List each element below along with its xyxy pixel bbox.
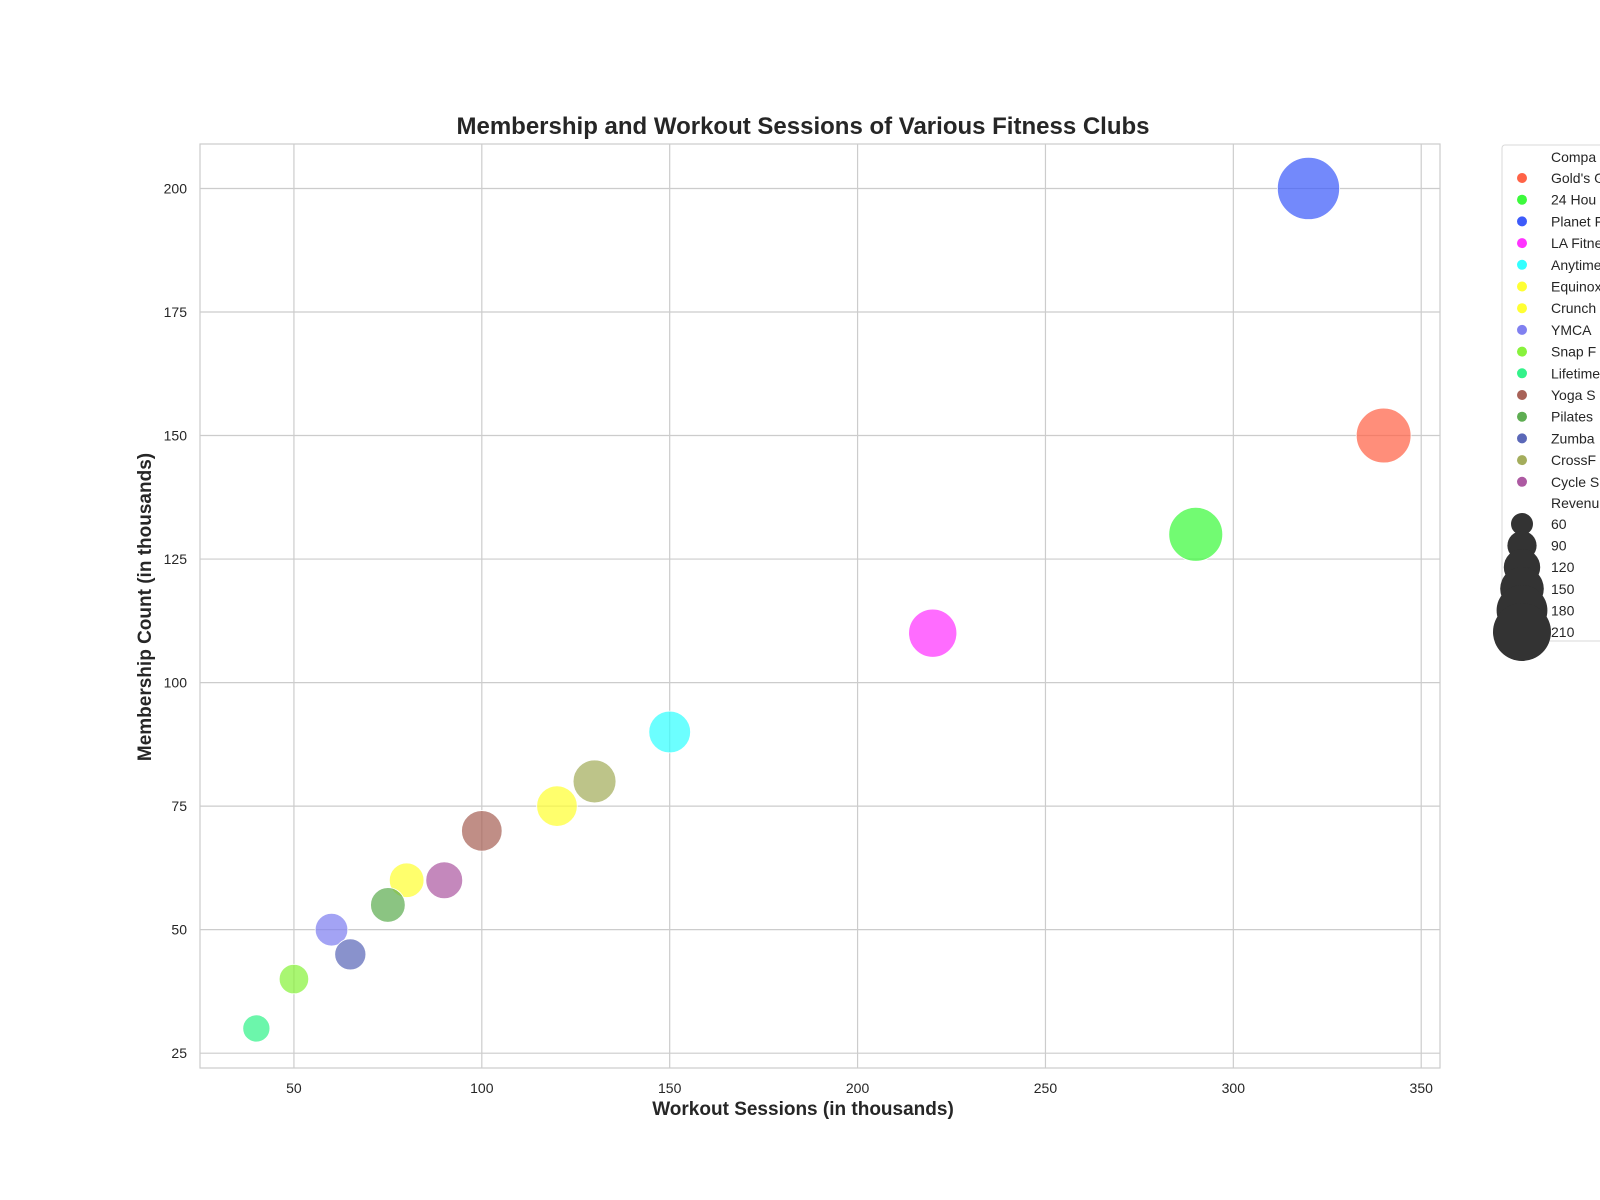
legend-size-marker: [1493, 603, 1551, 661]
bubble-point: [1168, 507, 1224, 562]
legend-label: Equinox: [1551, 279, 1600, 295]
bubble-point: [388, 862, 425, 898]
grid-lines: [200, 144, 1440, 1068]
legend-label: Zumba: [1551, 430, 1595, 446]
y-tick-label: 75: [171, 798, 187, 814]
bubble-point: [648, 710, 691, 754]
legend-label: Planet F: [1551, 213, 1600, 229]
y-tick-label: 200: [164, 180, 188, 196]
x-tick-label: 250: [1034, 1080, 1058, 1096]
legend-marker: [1517, 238, 1527, 249]
chart-title: Membership and Workout Sessions of Vario…: [456, 113, 1149, 140]
legend-label: Pilates: [1551, 409, 1593, 425]
bubble-point: [425, 861, 464, 900]
legend-label: LA Fitne: [1551, 235, 1600, 251]
bubble-point: [908, 608, 958, 658]
bubble-point: [536, 785, 578, 827]
legend-marker: [1517, 411, 1527, 422]
bubble-point: [1355, 407, 1412, 464]
legend-label: Snap F: [1551, 344, 1596, 360]
legend-label: Crunch: [1551, 300, 1596, 316]
legend-label: Cycle S: [1551, 474, 1599, 490]
legend-marker: [1517, 281, 1527, 292]
legend-label: Anytime: [1551, 257, 1600, 273]
x-tick-label: 150: [658, 1080, 682, 1096]
legend-marker: [1517, 259, 1527, 270]
bubble-point: [242, 1014, 271, 1043]
legend-size-title: Revenu: [1551, 495, 1599, 511]
bubble-point: [1276, 156, 1340, 220]
x-tick-label: 50: [286, 1080, 302, 1096]
legend-size-marker: [1511, 513, 1533, 535]
legend-size-label: 60: [1551, 516, 1567, 532]
legend-label: Yoga S: [1551, 387, 1596, 403]
x-tick-label: 100: [470, 1080, 494, 1096]
y-tick-label: 50: [171, 922, 187, 938]
y-tick-label: 100: [164, 675, 188, 691]
bubble-point: [461, 810, 503, 852]
y-tick-label: 125: [164, 551, 188, 567]
bubble-point: [334, 938, 367, 971]
legend-marker: [1517, 368, 1527, 379]
legend-marker: [1517, 216, 1527, 227]
legend-size-label: 210: [1551, 624, 1575, 640]
y-tick-labels: 25 50 75 100 125 150 175 200: [164, 180, 188, 1061]
legend-marker: [1517, 390, 1527, 400]
legend-label: Lifetime: [1551, 365, 1600, 381]
plot-frame: [199, 143, 1441, 1069]
legend-marker: [1517, 476, 1527, 487]
x-tick-label: 350: [1410, 1080, 1434, 1096]
bubble-series: [242, 156, 1412, 1043]
legend-hue-title: Compa: [1551, 149, 1596, 165]
legend-size-label: 180: [1551, 602, 1575, 618]
legend-label: Gold's G: [1551, 170, 1600, 186]
bubble-point: [370, 887, 406, 923]
legend-label: YMCA: [1551, 322, 1592, 338]
y-axis-label: Membership Count (in thousands): [135, 453, 156, 761]
legend-label: 24 Hou: [1551, 192, 1596, 208]
legend-marker: [1517, 303, 1527, 314]
x-tick-labels: 50 100 150 200 250 300 350: [286, 1080, 1433, 1096]
legend-marker: [1517, 173, 1527, 183]
y-tick-label: 175: [164, 304, 188, 320]
legend-marker: [1517, 194, 1527, 205]
y-tick-label: 150: [164, 428, 188, 444]
bubble-point: [314, 912, 349, 947]
legend-size-label: 150: [1551, 581, 1575, 597]
legend-marker: [1517, 324, 1527, 335]
x-tick-label: 300: [1222, 1080, 1246, 1096]
bubble-point: [278, 963, 310, 995]
legend-size-label: 120: [1551, 559, 1575, 575]
bubble-point: [572, 759, 617, 804]
legend-label: CrossF: [1551, 452, 1596, 468]
x-axis-label: Workout Sessions (in thousands): [652, 1099, 954, 1120]
legend-marker: [1517, 346, 1527, 357]
y-tick-label: 25: [171, 1045, 187, 1061]
legend: Compa Gold's G 24 Hou Planet F LA Fitne Anyt…: [1493, 144, 1600, 661]
legend-marker: [1517, 455, 1527, 466]
legend-size-label: 90: [1551, 538, 1567, 554]
legend-marker: [1517, 433, 1527, 444]
x-tick-label: 200: [846, 1080, 870, 1096]
